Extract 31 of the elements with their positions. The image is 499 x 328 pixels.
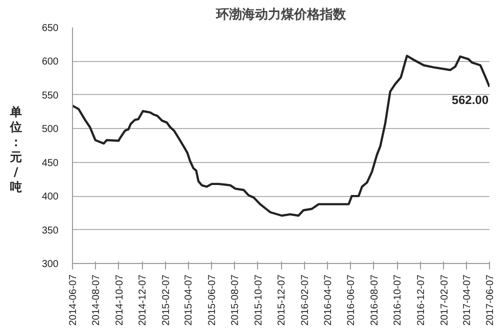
x-tick-label: 2014-12-07: [138, 274, 149, 326]
x-tick-label: 2014-06-07: [68, 274, 79, 326]
y-tick-label: 400: [42, 192, 59, 203]
y-tick-label: 550: [42, 90, 59, 102]
x-tick-label: 2015-12-07: [276, 274, 288, 326]
chart-title: 环渤海动力煤价格指数: [215, 8, 347, 22]
x-tick-label: 2016-06-07: [346, 274, 358, 326]
y-tick-label: 600: [42, 56, 59, 68]
line-series: [72, 54, 490, 217]
x-tick-label: 2015-08-07: [230, 274, 242, 326]
y-tick-label: 650: [42, 23, 59, 34]
x-tick-label: 2015-10-07: [253, 274, 264, 326]
x-tick-label: 2015-02-07: [161, 274, 172, 326]
x-tick-label: 2014-08-07: [91, 274, 102, 326]
x-tick-label: 2017-04-07: [462, 274, 473, 326]
x-tick-label: 2016-10-07: [392, 274, 404, 326]
x-tick-label: 2016-12-07: [416, 274, 427, 326]
y-tick-label: 450: [42, 158, 59, 169]
y-tick-label: 350: [42, 225, 59, 236]
x-tick-label: 2017-06-07: [485, 274, 496, 326]
x-tick-label: 2017-02-07: [439, 274, 450, 326]
x-tick-label: 2015-06-07: [206, 274, 218, 326]
x-tick-label: 2015-04-07: [184, 274, 195, 326]
annotation: 562.00: [452, 92, 489, 107]
x-tick-label: 2016-04-07: [322, 274, 334, 326]
x-tick-label: 2014-10-07: [114, 274, 126, 326]
y-tick-label: 500: [42, 124, 59, 136]
x-tick-label: 2016-02-07: [300, 274, 312, 326]
x-tick-label: 2016-08-07: [369, 274, 380, 326]
y-axis-title: 单位：元/吨: [10, 105, 22, 195]
y-tick-label: 300: [42, 259, 59, 270]
